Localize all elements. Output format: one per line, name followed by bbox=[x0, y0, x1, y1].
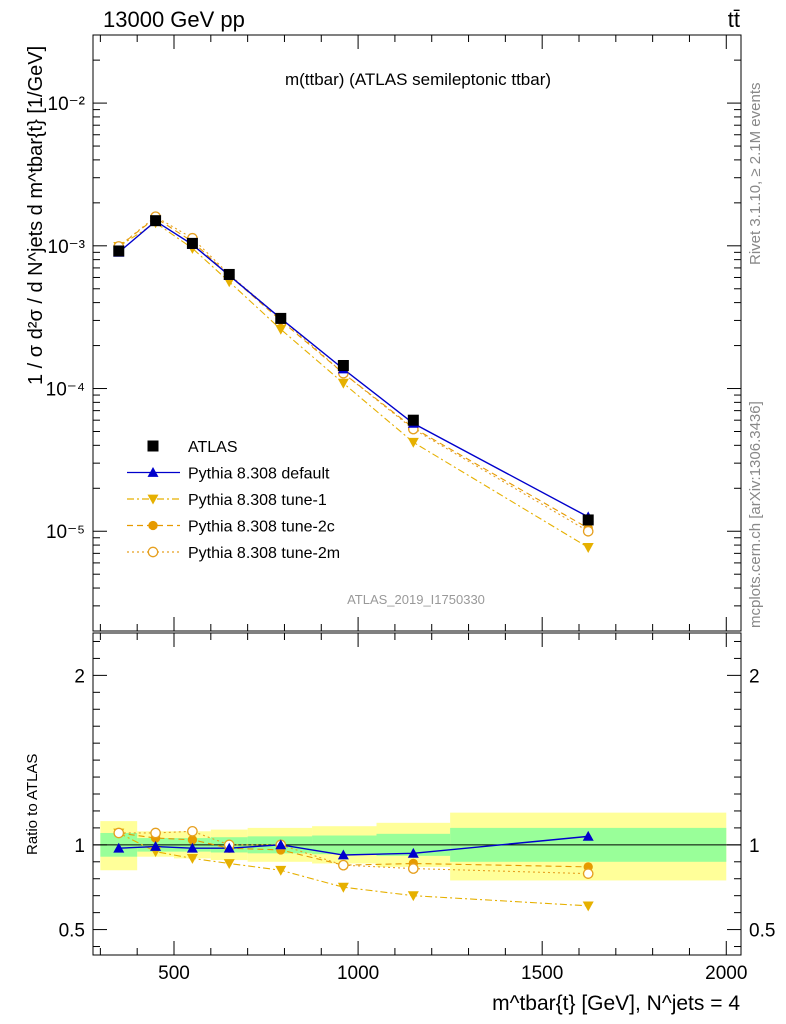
main-y-tick-labels: 10⁻⁵ 10⁻⁴ 10⁻³ 10⁻² bbox=[46, 94, 85, 543]
plot-title: m(ttbar) (ATLAS semileptonic ttbar) bbox=[285, 70, 551, 89]
ratio-frame bbox=[92, 632, 742, 956]
main-y-tick-label: 10⁻² bbox=[48, 94, 86, 115]
point-tune1 bbox=[407, 437, 419, 448]
ratio-point-tune2m bbox=[187, 825, 198, 837]
legend-label-default: Pythia 8.308 default bbox=[188, 466, 330, 483]
legend-marker-tune2m bbox=[147, 546, 159, 558]
process-label: tt̄ bbox=[728, 7, 740, 32]
x-tick-label: 500 bbox=[158, 963, 190, 984]
x-tick-label: 2000 bbox=[705, 963, 747, 984]
legend-label-tune2c: Pythia 8.308 tune-2c bbox=[188, 519, 335, 536]
point-tune1 bbox=[337, 378, 349, 389]
ratio-point-default bbox=[337, 849, 349, 860]
ratio-y-tick-label-right: 2 bbox=[749, 666, 760, 687]
ratio-point-tune1 bbox=[582, 901, 594, 912]
point-atlas bbox=[582, 514, 594, 526]
ratio-point-tune1 bbox=[275, 865, 287, 876]
ratio-point-default bbox=[275, 839, 287, 850]
main-axis-ticks bbox=[93, 34, 741, 632]
legend-marker-tune1 bbox=[147, 494, 159, 505]
rivet-label: Rivet 3.1.10, ≥ 2.1M events bbox=[747, 83, 764, 266]
ratio-line-tune1 bbox=[118, 832, 589, 907]
legend-marker-tune2c bbox=[148, 520, 158, 531]
series-line-tune1 bbox=[118, 222, 589, 548]
ratio-point-tune2m bbox=[150, 827, 161, 839]
ratio-line-default bbox=[118, 835, 589, 856]
ratio-y-tick-label-right: 1 bbox=[749, 836, 760, 857]
ratio-point-default bbox=[113, 842, 125, 853]
ratio-series-markers bbox=[113, 825, 594, 912]
ratio-point-default bbox=[407, 847, 419, 858]
legend-marker-atlas bbox=[147, 440, 159, 452]
ratio-y-tick-label: 0.5 bbox=[59, 921, 85, 942]
legend: ATLAS Pythia 8.308 default Pythia 8.308 tu… bbox=[127, 439, 340, 562]
ratio-point-default bbox=[186, 842, 198, 853]
series-line-default bbox=[118, 220, 589, 518]
ratio-y-tick-label: 2 bbox=[74, 666, 85, 687]
ratio-point-tune2m bbox=[338, 859, 349, 871]
ratio-axis-ticks bbox=[93, 633, 741, 955]
ratio-point-default bbox=[150, 841, 162, 851]
main-series-markers bbox=[113, 211, 594, 553]
point-atlas bbox=[407, 414, 419, 426]
point-atlas bbox=[113, 245, 125, 257]
ratio-point-default bbox=[223, 842, 235, 853]
point-tune1 bbox=[582, 543, 594, 553]
legend-label-tune1: Pythia 8.308 tune-1 bbox=[188, 492, 327, 509]
mcplots-label: mcplots.cern.ch [arXiv:1306.3436] bbox=[747, 401, 764, 628]
series-line-tune2c bbox=[118, 217, 589, 529]
series-line-tune2m bbox=[118, 216, 589, 532]
main-y-tick-label: 10⁻³ bbox=[48, 237, 86, 258]
main-panel: 10⁻⁵ 10⁻⁴ 10⁻³ 10⁻² m(ttbar) (ATLAS semilep… bbox=[25, 34, 742, 632]
energy-label: 13000 GeV pp bbox=[103, 7, 245, 32]
ratio-point-tune1 bbox=[407, 891, 419, 902]
ratio-y-tick-label-right: 0.5 bbox=[749, 921, 775, 942]
main-y-tick-label: 10⁻⁴ bbox=[46, 380, 85, 401]
analysis-label: ATLAS_2019_I1750330 bbox=[347, 592, 485, 607]
ratio-series-lines bbox=[118, 830, 589, 907]
main-y-tick-label: 10⁻⁵ bbox=[46, 522, 85, 543]
legend-marker-default bbox=[147, 467, 159, 477]
ratio-point-tune2m bbox=[113, 827, 125, 839]
x-tick-label: 1000 bbox=[337, 963, 379, 984]
main-y-axis-label: 1 / σ d²σ / d N^jets d m^tbar{t} [1/GeV] bbox=[25, 46, 47, 385]
ratio-y-tick-labels: 0.5 0.5 1 1 2 2 bbox=[59, 666, 776, 941]
point-atlas bbox=[223, 268, 235, 280]
ratio-y-tick-label: 1 bbox=[74, 836, 85, 857]
ratio-point-default bbox=[582, 830, 594, 841]
point-tune1 bbox=[275, 324, 287, 335]
ratio-point-tune1 bbox=[186, 854, 198, 864]
ratio-point-tune2m bbox=[407, 863, 419, 874]
x-tick-labels: 500 1000 1500 2000 bbox=[158, 963, 747, 984]
legend-label-atlas: ATLAS bbox=[188, 439, 238, 456]
main-frame bbox=[92, 34, 742, 632]
legend-label-tune2m: Pythia 8.308 tune-2m bbox=[188, 545, 340, 562]
ratio-point-tune2m bbox=[582, 868, 594, 879]
point-atlas bbox=[150, 215, 162, 227]
ratio-y-axis-label: Ratio to ATLAS bbox=[24, 754, 41, 855]
point-atlas bbox=[275, 312, 287, 324]
point-atlas bbox=[186, 237, 198, 249]
ratio-point-tune2c bbox=[187, 835, 198, 845]
point-tune2m bbox=[582, 525, 594, 537]
ratio-point-tune1 bbox=[337, 882, 349, 893]
ratio-panel: 0.5 0.5 1 1 2 2 500 1000 1500 2000 Ratio to ATLA… bbox=[24, 632, 776, 1015]
ratio-point-tune1 bbox=[223, 859, 235, 869]
point-atlas bbox=[337, 359, 349, 371]
ratio-line-tune2c bbox=[118, 832, 589, 868]
x-axis-label: m^tbar{t} [GeV], N^jets = 4 bbox=[492, 992, 740, 1015]
main-series-lines bbox=[118, 216, 589, 548]
x-tick-label: 1500 bbox=[521, 963, 563, 984]
